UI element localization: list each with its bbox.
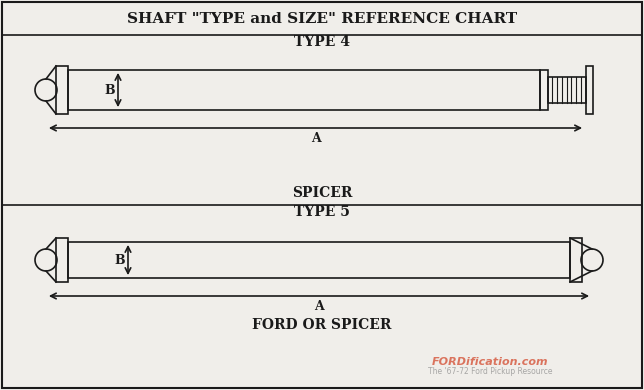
Text: The '67-72 Ford Pickup Resource: The '67-72 Ford Pickup Resource — [428, 367, 553, 376]
Bar — [586, 66, 593, 114]
Text: SPICER: SPICER — [292, 186, 352, 200]
Bar — [540, 70, 548, 110]
Bar — [570, 238, 582, 282]
Bar — [68, 242, 570, 278]
Text: SHAFT "TYPE and SIZE" REFERENCE CHART: SHAFT "TYPE and SIZE" REFERENCE CHART — [127, 12, 517, 26]
Text: TYPE 5: TYPE 5 — [294, 205, 350, 219]
Text: FORDification.com: FORDification.com — [431, 357, 548, 367]
Text: B: B — [115, 254, 126, 266]
Text: FORD OR SPICER: FORD OR SPICER — [252, 318, 392, 332]
Text: A: A — [310, 131, 320, 145]
Bar — [548, 77, 586, 103]
Bar — [56, 238, 68, 282]
Text: A: A — [314, 300, 324, 312]
Text: B: B — [105, 83, 115, 96]
Bar — [68, 70, 540, 110]
Text: TYPE 4: TYPE 4 — [294, 35, 350, 49]
Bar — [56, 66, 68, 114]
